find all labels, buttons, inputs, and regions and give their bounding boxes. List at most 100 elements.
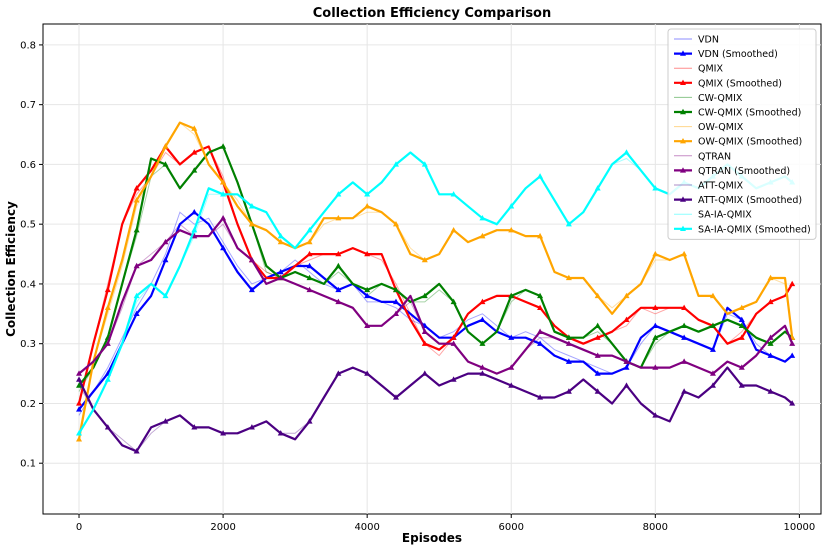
- legend-label: QTRAN: [698, 151, 731, 162]
- data-point-marker: [623, 149, 630, 155]
- data-point-marker: [364, 370, 371, 376]
- legend-swatch-marker: [680, 196, 686, 202]
- series-group: [76, 121, 796, 442]
- data-point-marker: [450, 376, 457, 382]
- data-point-marker: [306, 286, 313, 293]
- legend-swatch-marker: [680, 108, 686, 115]
- legend-label: OW-QMIX (Smoothed): [698, 137, 802, 148]
- data-point-marker: [789, 352, 796, 358]
- legend-label: ATT-QMIX: [698, 181, 744, 192]
- data-point-marker: [191, 209, 198, 215]
- data-point-marker: [508, 382, 515, 388]
- data-point-marker: [565, 220, 572, 227]
- data-point-marker: [479, 316, 486, 322]
- data-point-marker: [306, 226, 313, 233]
- data-point-marker: [681, 250, 688, 257]
- data-point-marker: [306, 250, 313, 257]
- data-point-marker: [681, 388, 688, 394]
- data-point-marker: [392, 286, 399, 293]
- data-point-marker: [681, 322, 688, 328]
- data-point-marker: [191, 149, 198, 155]
- legend-item: VDN (Smoothed): [674, 49, 778, 60]
- data-point-marker: [508, 364, 515, 370]
- legend-item: OW-QMIX (Smoothed): [674, 137, 802, 148]
- data-point-marker: [450, 191, 457, 197]
- data-point-marker: [623, 292, 630, 299]
- data-point-marker: [364, 292, 371, 299]
- data-point-marker: [767, 340, 774, 346]
- data-point-marker: [450, 226, 457, 233]
- legend-item: QMIX (Smoothed): [674, 78, 782, 89]
- data-point-marker: [709, 322, 716, 328]
- series-line-smoothed: [78, 366, 793, 453]
- data-point-marker: [364, 203, 371, 209]
- data-point-marker: [479, 340, 486, 346]
- data-point-marker: [738, 382, 745, 388]
- data-point-marker: [76, 406, 83, 412]
- data-point-marker: [565, 358, 572, 364]
- data-point-marker: [652, 185, 659, 191]
- data-point-marker: [594, 352, 601, 358]
- data-point-marker: [277, 274, 284, 281]
- data-point-marker: [421, 370, 428, 376]
- data-point-marker: [162, 292, 169, 299]
- data-point-marker: [335, 215, 342, 221]
- legend-item: QMIX: [674, 64, 723, 75]
- data-point-marker: [594, 185, 601, 191]
- data-point-marker: [133, 185, 140, 191]
- data-point-marker: [248, 424, 255, 430]
- data-point-marker: [306, 262, 313, 269]
- data-point-marker: [681, 304, 688, 311]
- data-point-marker: [652, 334, 659, 340]
- x-tick-label: 8000: [643, 522, 668, 533]
- data-point-marker: [537, 340, 544, 346]
- x-tick-label: 10000: [783, 522, 815, 533]
- data-point-marker: [594, 322, 601, 328]
- data-point-marker: [594, 370, 601, 376]
- data-point-marker: [450, 334, 457, 340]
- legend-swatch-marker: [680, 225, 686, 231]
- y-tick-label: 0.1: [20, 459, 36, 470]
- data-point-marker: [652, 412, 659, 418]
- data-point-marker: [594, 292, 601, 299]
- legend: VDN VDN (Smoothed) QMIX QMIX (Smoothed) CW-Q…: [667, 28, 817, 240]
- chart-title: Collection Efficiency Comparison: [313, 6, 552, 21]
- data-point-marker: [652, 364, 659, 370]
- legend-label: OW-QMIX: [698, 122, 744, 133]
- y-axis-title: Collection Efficiency: [4, 201, 18, 337]
- data-point-marker: [364, 286, 371, 293]
- data-point-marker: [277, 232, 284, 239]
- x-tick-label: 0: [76, 522, 82, 533]
- data-point-marker: [335, 298, 342, 305]
- data-point-marker: [162, 238, 169, 245]
- series-group: [76, 215, 796, 376]
- data-point-marker: [133, 197, 140, 203]
- data-point-marker: [767, 352, 774, 358]
- legend-item: QTRAN (Smoothed): [674, 166, 790, 177]
- series-line-smoothed: [78, 217, 794, 375]
- data-point-marker: [508, 226, 515, 233]
- data-point-marker: [789, 280, 796, 287]
- data-point-marker: [76, 370, 83, 376]
- legend-item: CW-QMIX (Smoothed): [674, 108, 801, 119]
- data-point-marker: [133, 292, 140, 299]
- y-tick-label: 0.2: [20, 399, 36, 410]
- data-point-marker: [76, 436, 83, 442]
- data-point-marker: [162, 256, 169, 263]
- data-point-marker: [565, 340, 572, 346]
- data-point-marker: [789, 400, 796, 406]
- data-point-marker: [335, 370, 342, 376]
- data-point-marker: [392, 394, 399, 400]
- data-point-marker: [508, 203, 515, 209]
- legend-label: QMIX: [698, 64, 723, 75]
- data-point-marker: [104, 424, 111, 430]
- data-point-marker: [537, 292, 544, 299]
- legend-item: CW-QMIX: [674, 93, 743, 104]
- data-point-marker: [421, 161, 428, 167]
- data-point-marker: [364, 322, 371, 328]
- data-point-marker: [738, 304, 745, 311]
- legend-swatch-marker: [680, 138, 686, 144]
- data-point-marker: [76, 382, 83, 388]
- data-point-marker: [335, 250, 342, 257]
- legend-label: CW-QMIX (Smoothed): [698, 108, 801, 119]
